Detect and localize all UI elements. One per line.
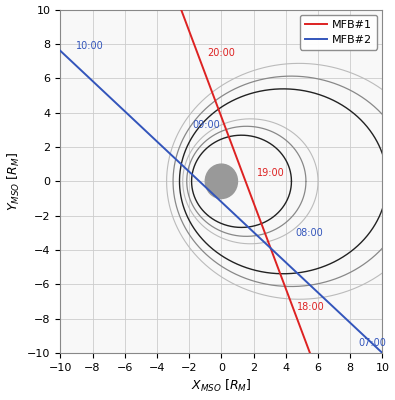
Text: 10:00: 10:00	[76, 41, 104, 51]
Text: 08:00: 08:00	[295, 228, 323, 238]
Text: 20:00: 20:00	[207, 48, 235, 58]
X-axis label: $X_{MSO}$ [$R_M$]: $X_{MSO}$ [$R_M$]	[191, 378, 252, 394]
Circle shape	[205, 164, 237, 198]
Text: 07:00: 07:00	[358, 338, 386, 348]
Text: 19:00: 19:00	[257, 168, 284, 178]
Y-axis label: $Y_{MSO}$ [$R_M$]: $Y_{MSO}$ [$R_M$]	[6, 152, 22, 211]
Legend: MFB#1, MFB#2: MFB#1, MFB#2	[300, 15, 377, 50]
Text: 09:00: 09:00	[192, 120, 220, 130]
Text: 18:00: 18:00	[297, 302, 325, 312]
